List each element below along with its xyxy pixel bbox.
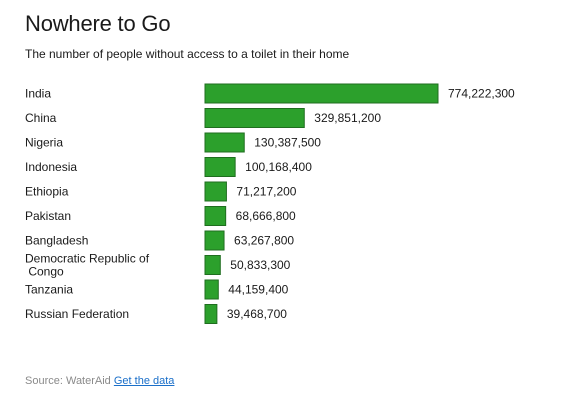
category-label-7: Democratic Republic of Congo [25,252,150,279]
source-label: Source: WaterAid [25,375,111,387]
get-the-data-link[interactable]: Get the data [113,375,175,387]
category-label-8: Tanzania [25,283,73,297]
chart-subtitle: The number of people without access to a… [25,47,350,61]
bar-5 [204,206,227,226]
category-label-4: Ethiopia [25,185,69,199]
bar-3 [204,157,236,177]
value-label-7: 50,833,300 [230,258,290,272]
category-label-2: Nigeria [25,136,63,150]
bar-4 [204,181,227,202]
category-label-9: Russian Federation [25,307,129,321]
bar-chart: India 774,222,300 China 329,851,200 Nigeria 1… [25,83,515,324]
value-label-4: 71,217,200 [236,185,296,199]
bar-1 [204,108,305,128]
bar-2 [204,132,245,153]
value-label-2: 130,387,500 [254,136,321,150]
value-label-1: 329,851,200 [314,111,381,125]
value-label-8: 44,159,400 [228,283,288,297]
bar-6 [204,230,225,251]
value-label-0: 774,222,300 [448,87,515,101]
category-label-0: India [25,87,51,101]
category-label-3: Indonesia [25,160,77,174]
category-label-6: Bangladesh [25,234,88,248]
value-label-9: 39,468,700 [227,307,287,321]
source-note: Source: WaterAid Get the data [25,375,174,387]
category-label-5: Pakistan [25,209,71,223]
category-label-1: China [25,111,57,125]
value-label-6: 63,267,800 [234,234,294,248]
bar-7 [204,255,221,275]
bar-0 [204,83,439,104]
bar-9 [204,304,218,324]
value-label-5: 68,666,800 [236,209,296,223]
value-label-3: 100,168,400 [245,160,312,174]
chart-title: Nowhere to Go [25,11,171,36]
bar-8 [204,279,219,300]
